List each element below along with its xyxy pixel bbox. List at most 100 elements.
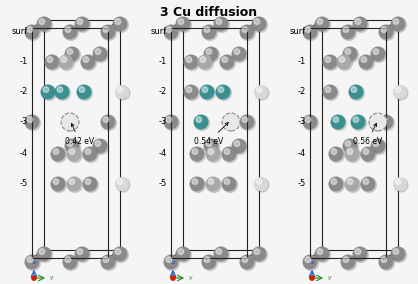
Circle shape — [354, 247, 369, 262]
Circle shape — [380, 26, 395, 41]
Circle shape — [163, 254, 178, 270]
Circle shape — [115, 19, 121, 24]
Circle shape — [359, 55, 374, 70]
Circle shape — [303, 254, 318, 270]
Circle shape — [27, 257, 33, 262]
Circle shape — [178, 249, 184, 254]
Circle shape — [41, 85, 56, 101]
Circle shape — [305, 27, 311, 32]
Circle shape — [325, 87, 331, 93]
Circle shape — [342, 26, 357, 41]
Circle shape — [254, 85, 268, 99]
Circle shape — [341, 254, 355, 270]
Circle shape — [380, 256, 395, 270]
Circle shape — [25, 114, 39, 130]
Circle shape — [361, 57, 367, 62]
Circle shape — [303, 24, 318, 39]
Circle shape — [379, 24, 393, 39]
Circle shape — [204, 257, 210, 262]
Circle shape — [27, 27, 33, 32]
Circle shape — [352, 16, 367, 32]
Circle shape — [186, 57, 192, 62]
Circle shape — [224, 179, 230, 184]
Circle shape — [344, 176, 359, 191]
Text: 3 Cu diffusion: 3 Cu diffusion — [161, 6, 257, 19]
Text: -2: -2 — [298, 87, 306, 97]
Circle shape — [206, 141, 212, 147]
Circle shape — [252, 18, 268, 32]
Circle shape — [352, 247, 367, 262]
Circle shape — [214, 247, 229, 262]
Circle shape — [64, 139, 79, 153]
Text: -4: -4 — [20, 149, 28, 158]
Circle shape — [331, 116, 347, 131]
Circle shape — [100, 254, 115, 270]
Text: z: z — [32, 260, 36, 265]
Text: surf: surf — [290, 28, 306, 37]
Circle shape — [204, 139, 219, 154]
Circle shape — [208, 149, 214, 154]
Circle shape — [242, 117, 248, 122]
Circle shape — [114, 18, 128, 32]
Circle shape — [314, 16, 329, 32]
Circle shape — [66, 47, 81, 62]
Circle shape — [46, 55, 61, 70]
Circle shape — [163, 114, 178, 130]
Circle shape — [362, 178, 377, 193]
Circle shape — [232, 139, 247, 153]
Circle shape — [79, 87, 85, 93]
Circle shape — [224, 149, 230, 154]
Circle shape — [222, 176, 237, 191]
Circle shape — [221, 55, 235, 70]
Circle shape — [189, 147, 204, 162]
Circle shape — [303, 26, 319, 41]
Circle shape — [166, 257, 172, 262]
Text: -3: -3 — [158, 118, 167, 126]
Circle shape — [59, 55, 74, 70]
Circle shape — [217, 85, 232, 101]
Circle shape — [240, 256, 255, 270]
Circle shape — [372, 139, 387, 154]
Circle shape — [254, 177, 268, 191]
Circle shape — [316, 18, 331, 32]
Text: surf: surf — [12, 28, 28, 37]
Circle shape — [163, 24, 178, 39]
Text: -4: -4 — [159, 149, 167, 158]
Circle shape — [353, 117, 359, 122]
Circle shape — [395, 179, 401, 184]
Circle shape — [222, 113, 240, 131]
Text: -5: -5 — [159, 179, 167, 189]
Circle shape — [67, 49, 73, 55]
Circle shape — [355, 249, 361, 254]
Circle shape — [32, 276, 36, 280]
Circle shape — [67, 147, 82, 162]
Circle shape — [53, 179, 59, 184]
Circle shape — [206, 176, 221, 191]
Circle shape — [346, 178, 360, 193]
Circle shape — [25, 254, 39, 270]
Circle shape — [77, 85, 92, 101]
Circle shape — [51, 176, 66, 191]
Circle shape — [192, 179, 198, 184]
Circle shape — [347, 149, 353, 154]
Circle shape — [82, 55, 97, 70]
Circle shape — [116, 178, 130, 192]
Circle shape — [252, 247, 268, 262]
Circle shape — [204, 27, 210, 32]
Circle shape — [100, 24, 115, 39]
Circle shape — [204, 47, 219, 62]
Text: y: y — [50, 275, 54, 281]
Circle shape — [303, 256, 319, 270]
Circle shape — [303, 114, 318, 130]
Circle shape — [103, 117, 109, 122]
Circle shape — [344, 139, 359, 154]
Circle shape — [354, 18, 369, 32]
Circle shape — [54, 85, 69, 99]
Circle shape — [76, 18, 91, 32]
Circle shape — [201, 24, 217, 39]
Text: -2: -2 — [20, 87, 28, 97]
Circle shape — [196, 117, 202, 122]
Circle shape — [240, 254, 255, 270]
Circle shape — [94, 47, 109, 62]
Circle shape — [379, 114, 393, 130]
